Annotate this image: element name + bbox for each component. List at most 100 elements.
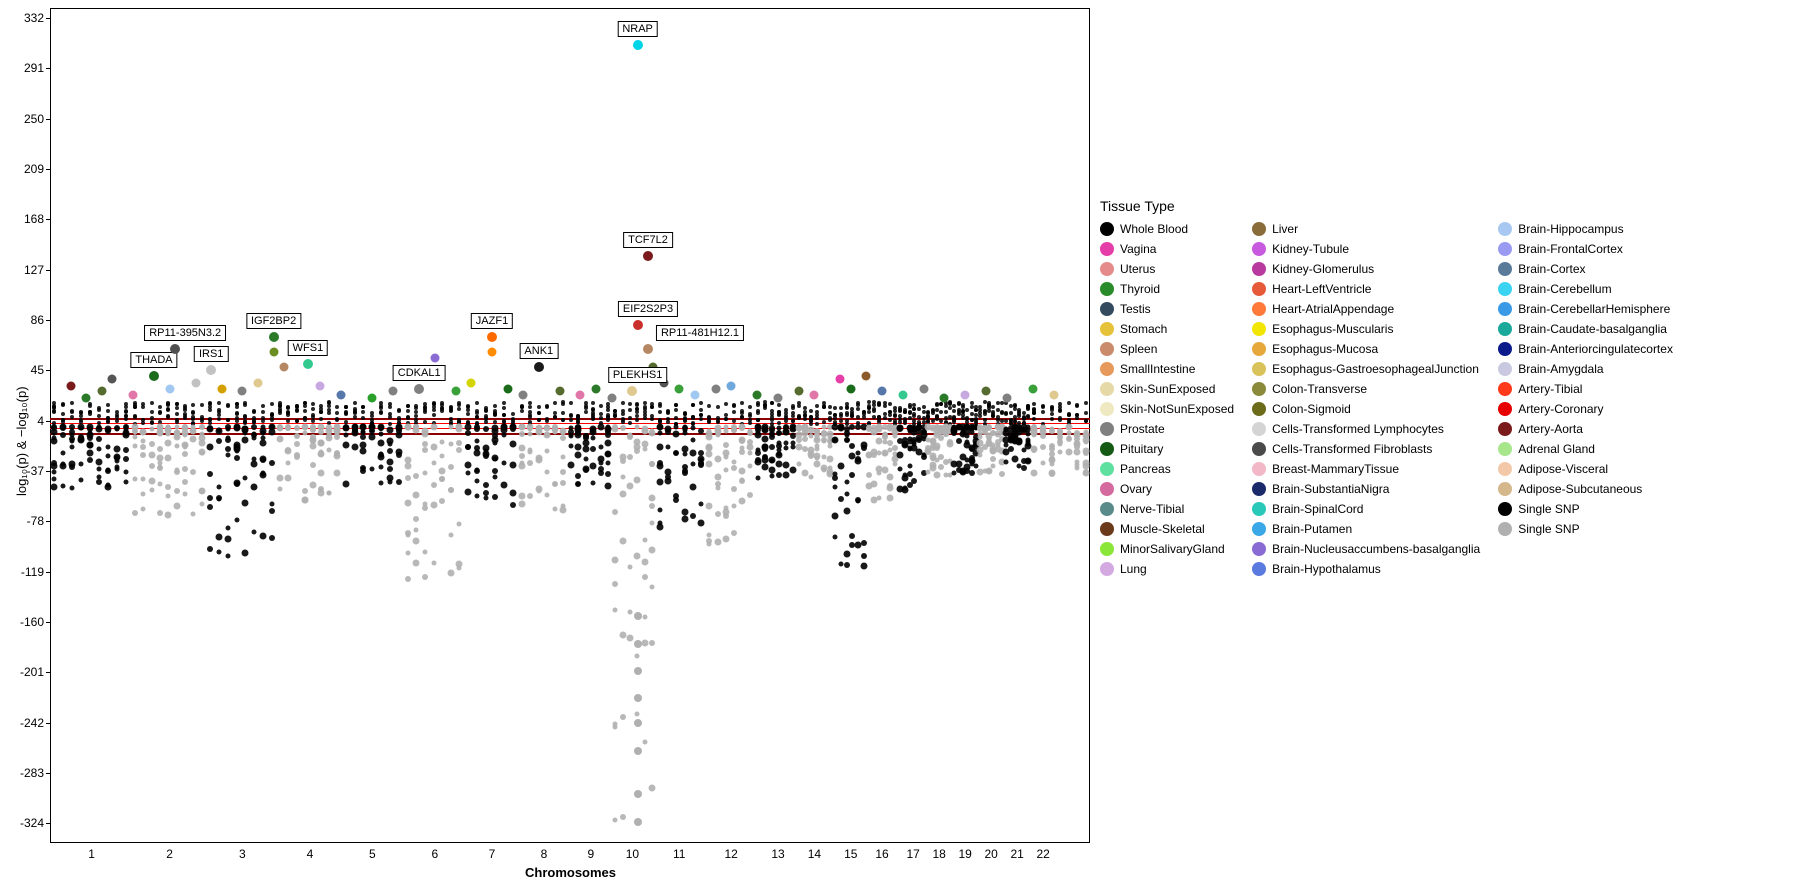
y-tick-label: 86 bbox=[0, 313, 44, 327]
legend-swatch bbox=[1100, 462, 1114, 476]
legend-label: Muscle-Skeletal bbox=[1120, 522, 1205, 536]
x-tick-label: 15 bbox=[841, 847, 861, 861]
y-tick-label: -78 bbox=[0, 514, 44, 528]
legend-swatch bbox=[1498, 222, 1512, 236]
legend-label: Skin-NotSunExposed bbox=[1120, 402, 1234, 416]
legend-label: Esophagus-Mucosa bbox=[1272, 342, 1378, 356]
legend-item: Heart-LeftVentricle bbox=[1252, 280, 1480, 298]
x-tick-label: 8 bbox=[534, 847, 554, 861]
labeled-gene-point bbox=[627, 386, 637, 396]
legend-item: Brain-SpinalCord bbox=[1252, 500, 1480, 518]
legend-label: Esophagus-GastroesophagealJunction bbox=[1272, 362, 1479, 376]
tissue-point bbox=[98, 387, 107, 396]
legend-swatch bbox=[1498, 482, 1512, 496]
legend-label: Vagina bbox=[1120, 242, 1156, 256]
legend-label: Heart-LeftVentricle bbox=[1272, 282, 1371, 296]
legend-swatch bbox=[1252, 482, 1266, 496]
x-tick-label: 3 bbox=[232, 847, 252, 861]
tissue-point bbox=[862, 372, 871, 381]
legend: Tissue Type Whole BloodVaginaUterusThyro… bbox=[1100, 198, 1673, 578]
legend-swatch bbox=[1100, 402, 1114, 416]
legend-item: Brain-Hippocampus bbox=[1498, 220, 1673, 238]
legend-item: Brain-Anteriorcingulatecortex bbox=[1498, 340, 1673, 358]
labeled-gene-point bbox=[633, 320, 643, 330]
legend-label: Adipose-Subcutaneous bbox=[1518, 482, 1642, 496]
tissue-point bbox=[108, 374, 117, 383]
x-tick-label: 12 bbox=[721, 847, 741, 861]
legend-swatch bbox=[1100, 442, 1114, 456]
y-tick-label: 250 bbox=[0, 112, 44, 126]
tissue-point bbox=[368, 394, 377, 403]
labeled-gene-point bbox=[643, 251, 653, 261]
y-tick-label: -324 bbox=[0, 816, 44, 830]
legend-swatch bbox=[1252, 562, 1266, 576]
legend-swatch bbox=[1252, 442, 1266, 456]
legend-item: Single SNP bbox=[1498, 520, 1673, 538]
legend-swatch bbox=[1100, 282, 1114, 296]
legend-swatch bbox=[1252, 422, 1266, 436]
legend-label: Brain-SpinalCord bbox=[1272, 502, 1363, 516]
labeled-gene-point bbox=[487, 332, 497, 342]
tissue-point bbox=[217, 384, 226, 393]
legend-label: Brain-Caudate-basalganglia bbox=[1518, 322, 1667, 336]
legend-swatch bbox=[1100, 302, 1114, 316]
legend-label: Whole Blood bbox=[1120, 222, 1188, 236]
legend-swatch bbox=[1252, 502, 1266, 516]
legend-label: Adrenal Gland bbox=[1518, 442, 1595, 456]
legend-swatch bbox=[1100, 362, 1114, 376]
tissue-point bbox=[389, 387, 398, 396]
legend-label: Brain-CerebellarHemisphere bbox=[1518, 302, 1670, 316]
legend-swatch bbox=[1100, 502, 1114, 516]
legend-label: Brain-FrontalCortex bbox=[1518, 242, 1623, 256]
tissue-point bbox=[316, 382, 325, 391]
legend-item: Colon-Transverse bbox=[1252, 380, 1480, 398]
legend-label: Brain-Cortex bbox=[1518, 262, 1585, 276]
y-tick-label: 209 bbox=[0, 162, 44, 176]
legend-swatch bbox=[1498, 382, 1512, 396]
miami-plot-figure: log₁₀(p) & −log₁₀(p) Chromosomes 3322912… bbox=[0, 0, 1800, 894]
legend-label: Kidney-Glomerulus bbox=[1272, 262, 1374, 276]
legend-swatch bbox=[1252, 282, 1266, 296]
legend-item: Brain-SubstantiaNigra bbox=[1252, 480, 1480, 498]
x-tick-label: 2 bbox=[160, 847, 180, 861]
x-tick-label: 10 bbox=[622, 847, 642, 861]
tissue-point bbox=[1049, 390, 1058, 399]
legend-label: Brain-Hypothalamus bbox=[1272, 562, 1381, 576]
legend-label: Adipose-Visceral bbox=[1518, 462, 1608, 476]
tissue-point bbox=[129, 390, 138, 399]
legend-swatch bbox=[1498, 422, 1512, 436]
legend-item: Nerve-Tibial bbox=[1100, 500, 1234, 518]
legend-swatch bbox=[1100, 222, 1114, 236]
legend-item: Pituitary bbox=[1100, 440, 1234, 458]
legend-item: Artery-Coronary bbox=[1498, 400, 1673, 418]
legend-label: Pituitary bbox=[1120, 442, 1163, 456]
legend-item: Brain-Hypothalamus bbox=[1252, 560, 1480, 578]
legend-label: Brain-Hippocampus bbox=[1518, 222, 1623, 236]
gene-label: RP11-481H12.1 bbox=[656, 325, 744, 341]
legend-item: Brain-Cortex bbox=[1498, 260, 1673, 278]
legend-label: Cells-Transformed Fibroblasts bbox=[1272, 442, 1432, 456]
labeled-gene-point bbox=[269, 332, 279, 342]
tissue-point bbox=[940, 394, 949, 403]
tissue-point bbox=[82, 394, 91, 403]
legend-item: Adrenal Gland bbox=[1498, 440, 1673, 458]
legend-swatch bbox=[1252, 362, 1266, 376]
tissue-point bbox=[1028, 384, 1037, 393]
legend-swatch bbox=[1252, 342, 1266, 356]
tissue-point bbox=[794, 387, 803, 396]
legend-label: Brain-Amygdala bbox=[1518, 362, 1603, 376]
legend-item: Colon-Sigmoid bbox=[1252, 400, 1480, 418]
legend-label: Uterus bbox=[1120, 262, 1155, 276]
legend-swatch bbox=[1498, 442, 1512, 456]
y-tick-label: -242 bbox=[0, 716, 44, 730]
legend-item: Lung bbox=[1100, 560, 1234, 578]
tissue-point bbox=[238, 387, 247, 396]
tissue-point bbox=[519, 390, 528, 399]
labeled-gene-point bbox=[206, 365, 216, 375]
legend-swatch bbox=[1100, 342, 1114, 356]
legend-item: Brain-CerebellarHemisphere bbox=[1498, 300, 1673, 318]
legend-item: Vagina bbox=[1100, 240, 1234, 258]
legend-swatch bbox=[1498, 362, 1512, 376]
legend-swatch bbox=[1252, 402, 1266, 416]
legend-label: Artery-Tibial bbox=[1518, 382, 1582, 396]
